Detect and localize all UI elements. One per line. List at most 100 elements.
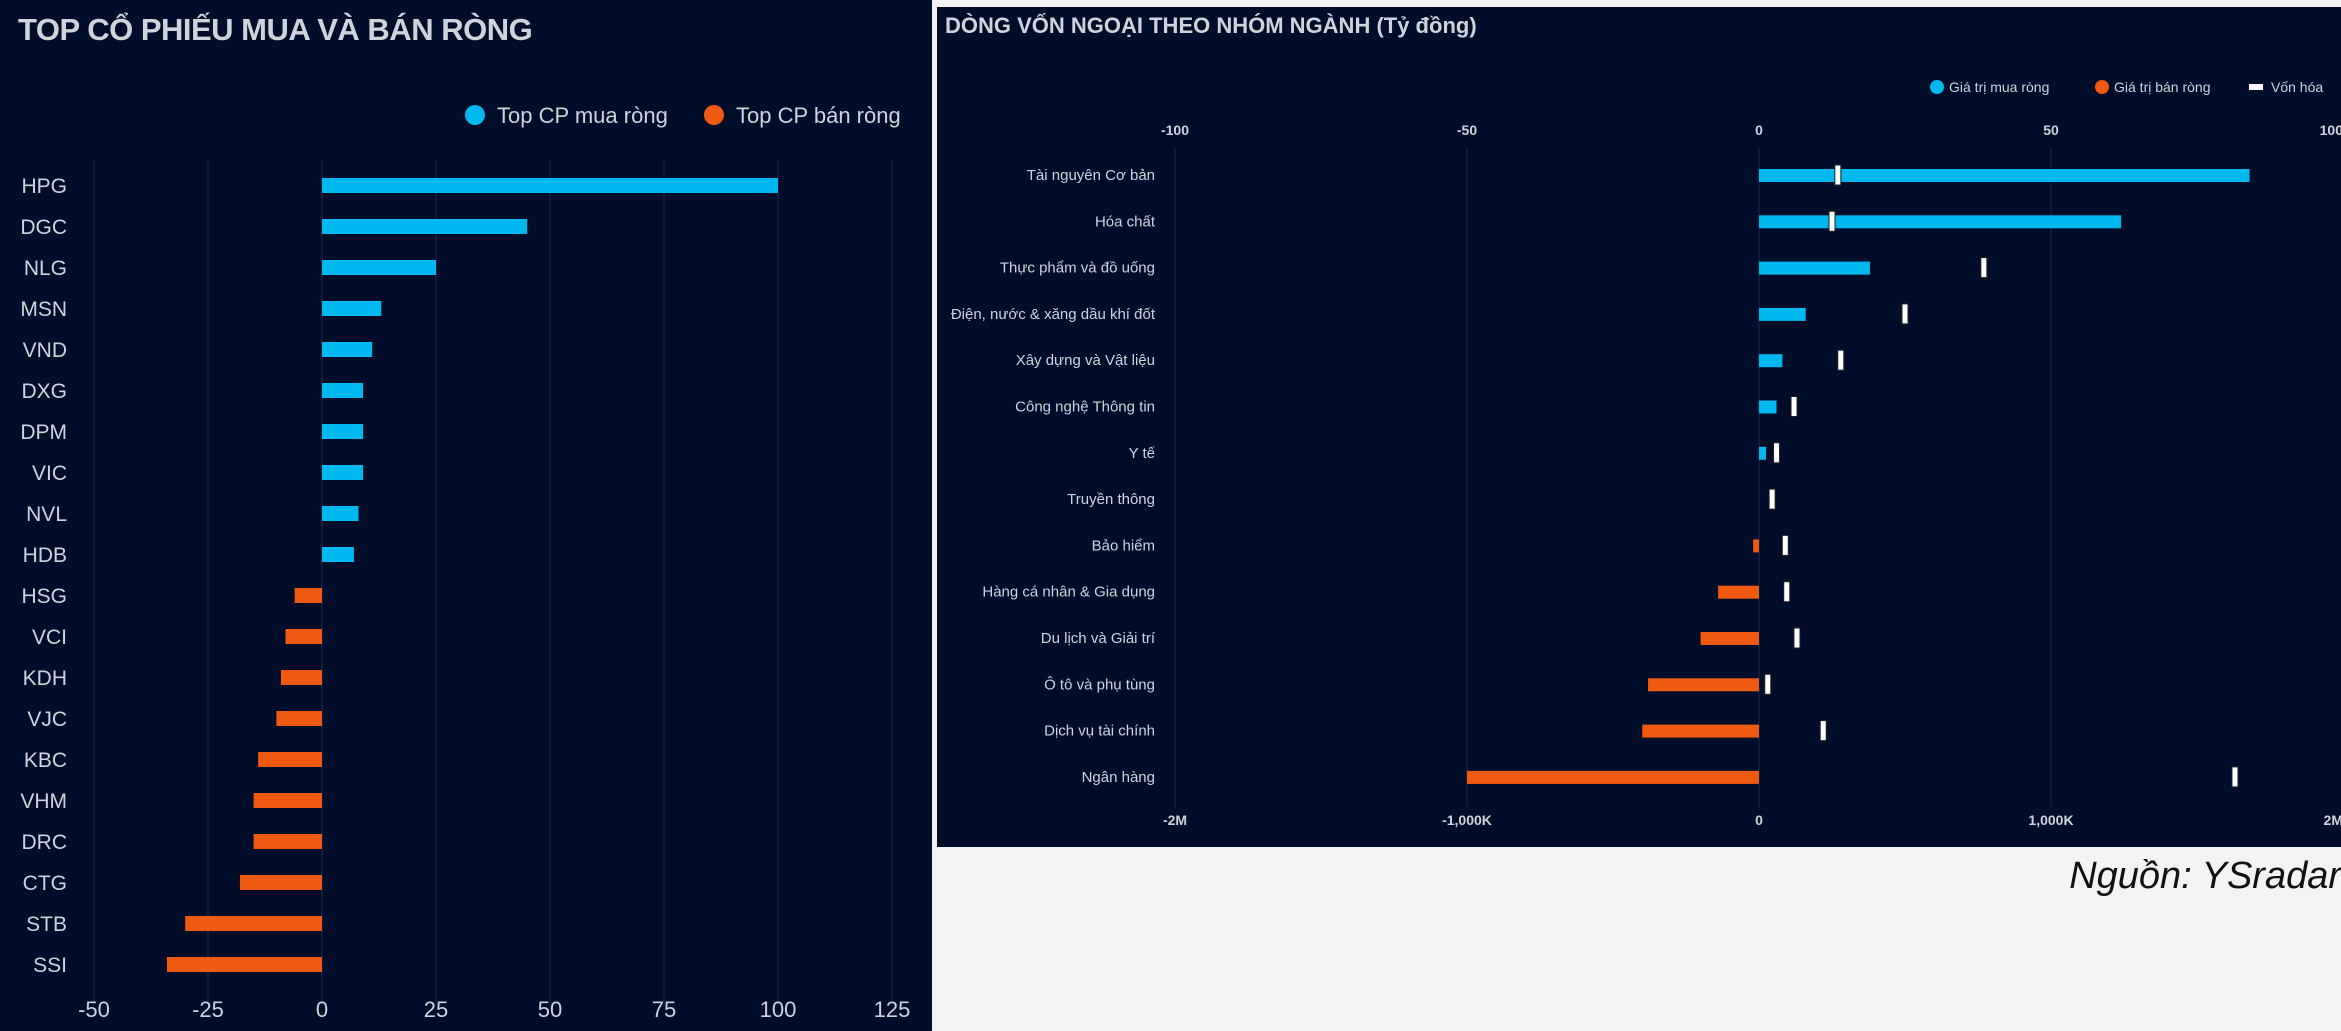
buy-bar xyxy=(1759,400,1777,414)
sell-bar xyxy=(1648,678,1759,692)
top-tick-label: -50 xyxy=(1457,122,1477,138)
buy-bar xyxy=(322,383,364,398)
sector-bar-chart: -100 -50 0 50 100 -2M -1,000K 0 1,000K 2M Giá trị … xyxy=(951,79,2341,828)
sell-bar xyxy=(1718,585,1759,599)
market-cap-marker xyxy=(1819,720,1827,742)
sell-bar xyxy=(294,588,322,603)
x-tick-label: 100 xyxy=(760,997,797,1022)
market-cap-marker xyxy=(1773,442,1781,464)
category-label: Dịch vụ tài chính xyxy=(1044,723,1155,740)
buy-bar xyxy=(322,342,373,357)
buy-bar xyxy=(322,506,359,521)
category-label: CTG xyxy=(23,872,67,895)
category-label: DGC xyxy=(20,216,67,239)
stock-chart-title: TOP CỔ PHIẾU MUA VÀ BÁN RÒNG xyxy=(18,12,533,47)
category-label: Ngân hàng xyxy=(1082,769,1155,786)
category-label: KBC xyxy=(24,749,67,772)
buy-bar xyxy=(1759,307,1806,321)
market-cap-marker xyxy=(1834,164,1842,186)
sell-bar xyxy=(253,834,322,849)
bottom-tick-label: -2M xyxy=(1163,812,1187,828)
category-label: SSI xyxy=(33,954,67,977)
category-label: DPM xyxy=(20,421,67,444)
category-label: VCI xyxy=(32,626,67,649)
buy-bar xyxy=(322,547,354,562)
market-cap-marker xyxy=(1781,534,1789,556)
sell-bar xyxy=(285,629,322,644)
category-label: VJC xyxy=(27,708,67,731)
sell-bar xyxy=(166,957,322,972)
category-label: HPG xyxy=(21,175,67,198)
x-tick-label: -25 xyxy=(192,997,224,1022)
x-tick-label: 75 xyxy=(652,997,676,1022)
market-cap-marker xyxy=(1828,210,1836,232)
buy-bar xyxy=(322,178,778,193)
category-label: Tài nguyên Cơ bản xyxy=(1027,167,1155,184)
legend-label: Giá trị mua ròng xyxy=(1949,79,2049,95)
sell-bar xyxy=(1753,539,1759,553)
sector-chart-panel: DÒNG VỐN NGOẠI THEO NHÓM NGÀNH (Tỷ đồng)… xyxy=(937,7,2341,847)
bottom-tick-label: 1,000K xyxy=(2028,812,2073,828)
category-label: Bảo hiểm xyxy=(1092,537,1155,554)
x-tick-label: 0 xyxy=(316,997,328,1022)
sell-bar xyxy=(280,670,322,685)
category-label: Truyền thông xyxy=(1067,491,1155,508)
category-label: HSG xyxy=(21,585,67,608)
market-cap-marker xyxy=(1790,396,1798,417)
category-label: VND xyxy=(23,339,67,362)
sell-bar xyxy=(258,752,322,767)
stock-chart-panel: TOP CỔ PHIẾU MUA VÀ BÁN RÒNG -50 -25 0 25 50… xyxy=(0,0,932,1031)
category-label: Hàng cá nhân & Gia dụng xyxy=(982,584,1155,601)
buy-bar xyxy=(1759,446,1767,460)
category-label: Công nghệ Thông tin xyxy=(1015,399,1155,416)
top-tick-label: 100 xyxy=(2320,122,2341,138)
category-label: VIC xyxy=(32,462,67,485)
buy-bar xyxy=(322,219,528,234)
buy-bar xyxy=(322,260,436,275)
category-label: Y tế xyxy=(1129,445,1156,462)
legend-label: Giá trị bán ròng xyxy=(2114,79,2211,95)
market-cap-marker xyxy=(1768,488,1776,510)
category-label: Điện, nước & xăng dầu khí đốt xyxy=(951,306,1156,323)
legend-marker xyxy=(2095,80,2109,94)
market-cap-marker xyxy=(1980,257,1988,279)
category-label: Du lịch và Giải trí xyxy=(1041,630,1156,647)
market-cap-marker xyxy=(1783,581,1791,603)
bottom-tick-label: -1,000K xyxy=(1442,812,1492,828)
market-cap-marker xyxy=(2231,766,2239,788)
sell-bar xyxy=(1700,632,1759,645)
sell-bar xyxy=(239,875,322,890)
category-label: NLG xyxy=(24,257,67,280)
legend-marker xyxy=(1930,80,1944,94)
legend-marker xyxy=(704,105,724,125)
category-label: Xây dựng và Vật liệu xyxy=(1016,352,1155,369)
legend-label: Top CP mua ròng xyxy=(497,103,668,128)
buy-bar xyxy=(1759,354,1783,368)
category-label: DRC xyxy=(22,831,68,854)
category-label: Thực phẩm và đồ uống xyxy=(1000,260,1155,277)
category-label: VHM xyxy=(20,790,67,813)
category-label: STB xyxy=(26,913,67,936)
legend-marker xyxy=(2249,84,2263,90)
sell-bar xyxy=(185,916,322,931)
legend-marker xyxy=(465,105,485,125)
buy-bar xyxy=(1759,215,2122,229)
sell-bar xyxy=(253,793,322,808)
category-label: Ô tô và phụ tùng xyxy=(1044,676,1155,693)
category-label: Hóa chất xyxy=(1095,213,1156,230)
x-tick-label: 50 xyxy=(538,997,562,1022)
top-tick-label: 50 xyxy=(2043,122,2059,138)
buy-bar xyxy=(322,424,364,439)
top-tick-label: 0 xyxy=(1755,122,1763,138)
x-tick-label: -50 xyxy=(78,997,110,1022)
category-label: MSN xyxy=(20,298,67,321)
buy-bar xyxy=(1759,169,2250,182)
market-cap-marker xyxy=(1793,627,1801,649)
buy-bar xyxy=(322,301,382,316)
category-label: DXG xyxy=(21,380,67,403)
market-cap-marker xyxy=(1764,673,1772,695)
sell-bar xyxy=(1642,724,1759,738)
x-tick-label: 25 xyxy=(424,997,448,1022)
source-caption: Nguồn: YSradar xyxy=(2069,855,2341,897)
x-tick-label: 125 xyxy=(874,997,911,1022)
